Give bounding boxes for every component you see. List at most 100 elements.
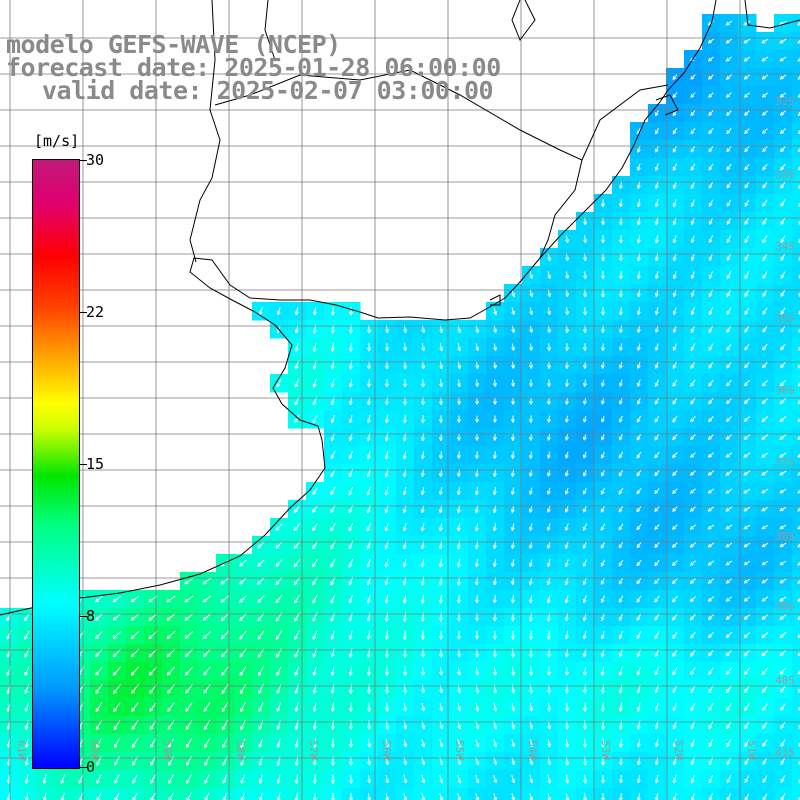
wind-arrow [726,397,732,405]
wind-arrow [743,416,751,423]
wind-arrow [366,379,371,388]
wind-cell [792,482,800,501]
wind-arrow [239,630,247,640]
wind-arrow [403,325,408,334]
wind-arrow [222,738,228,749]
wind-cell [234,788,253,800]
wind-arrow [743,506,751,512]
wind-arrow [744,181,750,189]
wind-arrow [743,434,751,440]
colorbar-tick-label: 22 [86,303,105,321]
wind-arrow [457,702,462,712]
wind-arrow [546,541,551,549]
wind-arrow [493,415,497,423]
wind-arrow [475,738,480,748]
wind-arrow [690,738,696,748]
wind-arrow [654,774,659,784]
wind-arrow [618,666,623,676]
wind-cell [792,176,800,195]
wind-arrow [385,325,390,334]
wind-arrow [761,74,769,80]
wind-arrow [348,486,354,496]
wind-arrow [600,397,605,405]
wind-cell [666,788,685,800]
wind-arrow [725,667,733,675]
wind-arrow [60,774,66,784]
wind-arrow [367,774,372,784]
wind-arrow [672,577,678,585]
wind-arrow [439,379,444,388]
wind-arrow [762,181,768,189]
wind-cell [792,590,800,609]
wind-arrow [96,738,102,749]
wind-arrow [762,253,768,261]
wind-cell [792,572,800,591]
wind-arrow [690,127,696,135]
wind-arrow [618,433,623,441]
wind-arrow [330,306,335,316]
wind-cell [756,788,775,800]
wind-arrow [384,522,389,532]
wind-arrow [798,166,800,171]
wind-cell [792,194,800,213]
wind-arrow [475,775,480,784]
wind-arrow [743,38,751,44]
wind-arrow [761,596,769,602]
wind-arrow [690,145,696,153]
wind-cell [720,788,739,800]
wind-arrow [421,325,426,334]
wind-cell [684,788,703,800]
wind-arrow [528,559,533,567]
wind-arrow [275,541,283,549]
wind-arrow [510,487,515,495]
wind-arrow [618,307,623,316]
wind-arrow [600,559,606,567]
wind-arrow [636,523,642,531]
wind-arrow [94,595,103,603]
wind-cell [396,788,415,800]
wind-arrow [402,468,407,478]
wind-arrow [690,667,696,675]
wind-arrow [690,74,696,80]
wind-arrow [113,738,121,748]
wind-arrow [744,361,750,369]
wind-arrow [166,595,176,603]
wind-arrow [276,307,281,316]
wind-arrow [439,343,444,352]
wind-arrow [385,774,390,784]
wind-arrow [744,325,750,333]
wind-arrow [582,559,587,567]
wind-arrow [618,469,624,477]
wind-arrow [654,397,660,405]
wind-cell [774,788,793,800]
wind-arrow [257,541,265,549]
wind-arrow [258,307,263,316]
wind-arrow [690,271,695,279]
wind-arrow [744,163,750,171]
wind-arrow [725,560,733,566]
wind-arrow [240,738,246,748]
colorbar-tick-mark [79,464,87,465]
wind-arrow [529,702,534,712]
colorbar-tick-label: 0 [86,758,96,776]
wind-arrow [725,434,733,440]
wind-arrow [690,452,696,458]
wind-arrow [618,702,623,712]
wind-arrow [690,397,696,405]
wind-arrow [779,596,787,602]
wind-arrow [294,414,300,424]
wind-arrow [725,506,733,512]
wind-arrow [743,56,751,62]
wind-arrow [439,702,444,712]
wind-cell [792,608,800,627]
border-line [264,0,276,61]
wind-arrow [654,506,660,512]
sea-coastline [0,0,717,616]
wind-arrow [493,397,497,405]
wind-arrow [131,702,139,712]
wind-arrow [600,379,605,387]
border-line [189,0,221,263]
wind-arrow [457,774,462,784]
wind-arrow [707,524,715,530]
wind-arrow [330,414,335,424]
